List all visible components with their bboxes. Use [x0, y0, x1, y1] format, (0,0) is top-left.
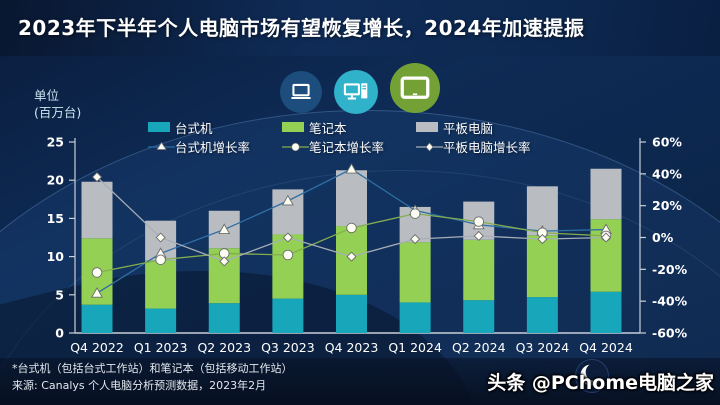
- right-axis-tick-label: 60%: [652, 135, 682, 150]
- marker-circle-Q3 2023: [282, 249, 294, 261]
- legend-label-desktop-growth: 台式机增长率: [175, 139, 251, 155]
- x-axis-label: Q4 2023: [325, 340, 379, 355]
- right-axis-tick-label: 40%: [652, 166, 682, 181]
- laptop-icon: [280, 71, 322, 113]
- chart-legend: 台式机 台式机增长率 笔记本 笔记本增长率: [148, 119, 531, 155]
- legend-label-tablet: 平板电脑: [443, 120, 494, 136]
- marker-diamond-Q2 2024: [473, 230, 484, 241]
- bar-台式机-Q4 2023: [336, 294, 367, 333]
- bar-笔记本-Q3 2023: [272, 234, 304, 299]
- x-axis-label: Q4 2022: [70, 340, 124, 355]
- marker-diamond-Q1 2023: [155, 232, 166, 243]
- legend-group-notebook: 笔记本 笔记本增长率: [282, 119, 385, 155]
- tablet-icon: [390, 63, 440, 113]
- right-axis-tick-label: -20%: [652, 262, 688, 277]
- bar-台式机-Q3 2024: [526, 297, 558, 333]
- marker-diamond-Q3 2024: [537, 234, 548, 245]
- legend-item-tablet: 平板电脑: [416, 119, 531, 136]
- legend-group-desktop: 台式机 台式机增长率: [148, 119, 251, 155]
- diamond-marker-icon: [416, 141, 444, 152]
- marker-circle-Q1 2023: [155, 254, 166, 266]
- marker-circle-Q4 2022: [91, 267, 103, 278]
- left-axis-tick-label: 0: [55, 326, 64, 341]
- legend-item-notebook: 笔记本: [282, 119, 384, 136]
- bar-笔记本-Q3 2024: [526, 235, 558, 298]
- legend-label-tablet-growth: 平板电脑增长率: [443, 139, 531, 155]
- bar-平板电脑-Q4 2022: [81, 181, 113, 239]
- marker-diamond-Q2 2023: [219, 256, 230, 267]
- notebook-swatch: [282, 122, 305, 132]
- bar-平板电脑-Q4 2024: [590, 168, 622, 220]
- legend-label-desktop: 台式机: [175, 120, 213, 136]
- left-axis-tick-label: 25: [47, 135, 64, 150]
- triangle-marker-icon: [148, 141, 175, 152]
- bar-笔记本-Q1 2023: [145, 260, 177, 309]
- marker-diamond-Q4 2022: [91, 171, 103, 183]
- legend-item-desktop-growth: 台式机增长率: [148, 138, 251, 155]
- x-axis-label: Q3 2024: [516, 340, 570, 355]
- legend-group-tablet: 平板电脑 平板电脑增长率: [416, 119, 531, 155]
- watermark: 头条 @PChome电脑之家: [487, 359, 714, 400]
- x-axis-label: Q2 2024: [452, 340, 506, 355]
- bar-台式机-Q3 2023: [272, 298, 304, 333]
- footnote-definitions: *台式机（包括台式工作站）和笔记本（包括移动工作站）: [12, 362, 293, 375]
- footnotes: *台式机（包括台式工作站）和笔记本（包括移动工作站） 来源: Canalys 个…: [12, 361, 293, 394]
- marker-circle-Q1 2024: [409, 208, 421, 219]
- left-axis-tick-label: 5: [55, 287, 64, 302]
- unit-label-line2: (百万台): [34, 104, 82, 120]
- legend-item-tablet-growth: 平板电脑增长率: [416, 138, 531, 155]
- bar-台式机-Q1 2023: [145, 308, 177, 333]
- legend-label-notebook: 笔记本: [309, 120, 347, 136]
- left-axis-tick-label: 10: [47, 249, 65, 264]
- legend-item-desktop: 台式机: [148, 119, 250, 136]
- marker-circle-Q2 2024: [473, 216, 485, 227]
- pchome-logo-icon: [574, 358, 610, 398]
- tablet-swatch: [416, 122, 439, 132]
- left-axis-tick-label: 15: [47, 211, 64, 226]
- marker-triangle-Q4 2023: [345, 162, 358, 174]
- bar-笔记本-Q2 2024: [463, 239, 495, 301]
- x-axis-label: Q3 2023: [261, 340, 315, 355]
- x-axis-label: Q1 2024: [388, 340, 442, 355]
- circle-marker-icon: [282, 141, 310, 152]
- left-axis-tick-label: 20: [47, 173, 65, 188]
- right-axis-tick-label: -60%: [652, 326, 688, 341]
- bar-台式机-Q2 2023: [208, 303, 240, 333]
- x-axis-label: Q4 2024: [579, 340, 633, 355]
- marker-circle-Q4 2023: [346, 222, 357, 234]
- x-axis-label: Q1 2023: [134, 340, 188, 355]
- bar-笔记本-Q1 2024: [399, 242, 431, 303]
- marker-diamond-Q1 2024: [410, 234, 421, 245]
- right-axis-tick-label: -40%: [652, 294, 688, 309]
- desktop-swatch: [148, 122, 170, 132]
- legend-label-notebook-growth: 笔记本增长率: [309, 139, 385, 155]
- desktop-pc-icon: [334, 70, 378, 114]
- bar-台式机-Q4 2022: [81, 304, 113, 333]
- bar-台式机-Q2 2024: [463, 300, 495, 333]
- x-axis-label: Q2 2023: [197, 340, 251, 355]
- marker-triangle-Q2 2023: [218, 223, 231, 234]
- footnote-source: 来源: Canalys 个人电脑分析预测数据，2023年2月: [12, 378, 267, 392]
- bar-台式机-Q1 2024: [399, 302, 431, 333]
- bar-台式机-Q4 2024: [590, 291, 622, 333]
- watermark-text: 头条 @PChome电脑之家: [487, 371, 714, 394]
- marker-diamond-Q4 2023: [346, 251, 357, 262]
- bar-平板电脑-Q4 2023: [336, 170, 367, 227]
- marker-triangle-Q4 2022: [91, 287, 103, 298]
- title-band: [0, 0, 720, 56]
- marker-diamond-Q3 2023: [282, 232, 293, 243]
- unit-label-line1: 单位: [34, 88, 60, 103]
- right-axis-tick-label: 20%: [652, 198, 682, 213]
- right-axis-tick-label: 0%: [652, 230, 674, 245]
- page-title: 2023年下半年个人电脑市场有望恢复增长，2024年加速提振: [18, 16, 585, 40]
- marker-diamond-Q4 2024: [600, 232, 612, 243]
- marker-triangle-Q3 2023: [281, 194, 294, 206]
- legend-item-notebook-growth: 笔记本增长率: [282, 138, 385, 155]
- y-axis-unit-label: 单位 (百万台): [34, 88, 81, 122]
